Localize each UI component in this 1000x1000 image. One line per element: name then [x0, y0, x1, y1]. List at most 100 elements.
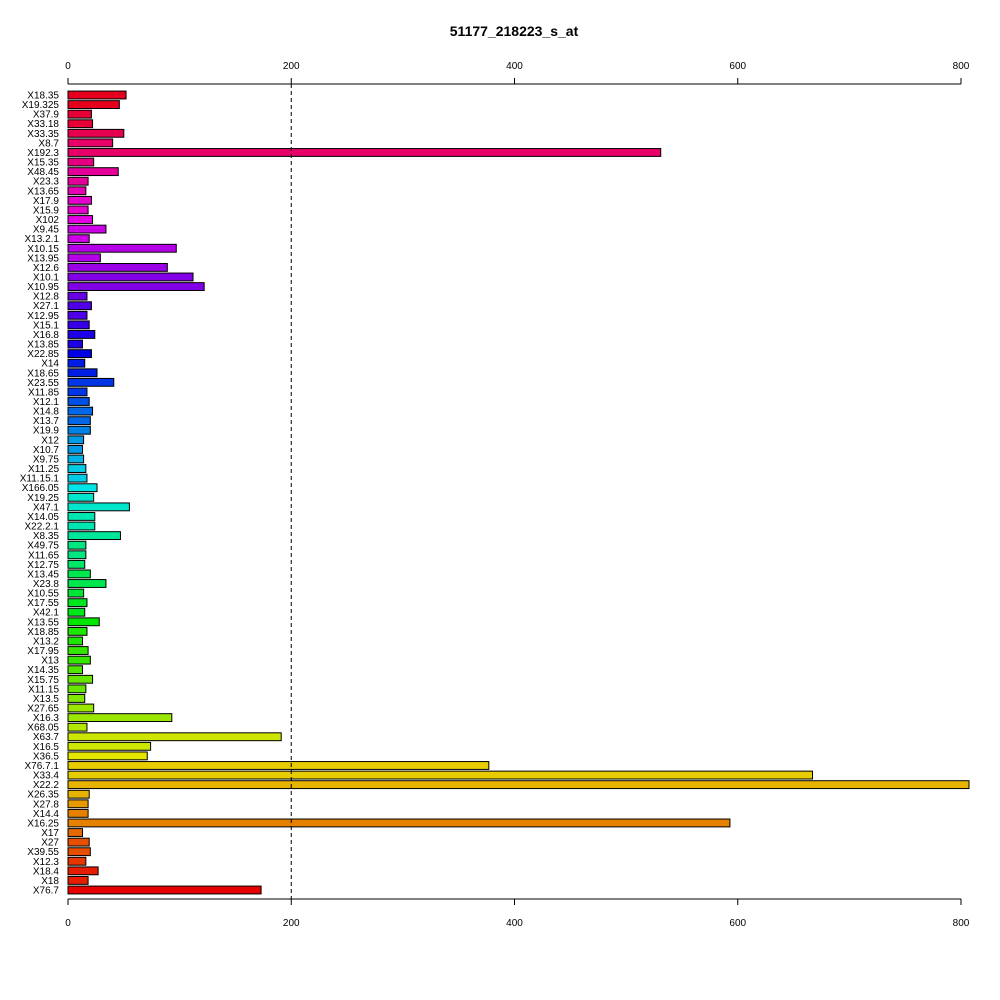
category-label: X19.9 [33, 426, 60, 437]
top-x-axis: 0 200 400 600 800 [65, 61, 970, 85]
category-label: X19.325 [22, 100, 60, 111]
top-tick-label: 800 [953, 61, 970, 72]
category-label: X13.2.1 [25, 234, 60, 245]
category-label: X18 [41, 876, 59, 887]
category-label: X12.6 [33, 263, 60, 274]
category-label: X68.05 [27, 723, 59, 734]
category-label: X19.25 [27, 493, 59, 504]
bar [67, 253, 101, 263]
category-label: X14.35 [27, 665, 59, 676]
category-label: X11.85 [28, 387, 59, 398]
bar [67, 550, 87, 560]
category-label: X11.65 [28, 550, 59, 561]
bar [67, 387, 88, 397]
bar [67, 234, 90, 244]
bar [67, 425, 91, 435]
category-label: X14 [41, 359, 59, 370]
bar [67, 732, 282, 742]
bar [67, 406, 94, 416]
bar [67, 579, 107, 588]
bar [67, 100, 120, 110]
top-tick-label: 400 [506, 61, 523, 72]
bar [67, 301, 92, 311]
bar [67, 636, 84, 646]
bar [67, 148, 662, 157]
category-label: X8.35 [33, 531, 60, 542]
bar [67, 128, 125, 138]
bar [67, 186, 87, 196]
category-label: X22.85 [27, 349, 59, 360]
category-label: X17.55 [27, 598, 59, 609]
bar [67, 856, 87, 866]
category-label: X33.35 [27, 129, 59, 140]
bar [67, 837, 90, 847]
bar [67, 713, 173, 723]
bottom-x-axis: 0 200 400 600 800 [65, 898, 970, 929]
bar [67, 875, 89, 885]
bar [67, 435, 85, 445]
category-label: X10.15 [27, 244, 59, 255]
bars-group [67, 90, 970, 895]
category-label: X76.7.1 [25, 761, 60, 772]
top-tick-label: 0 [65, 61, 71, 72]
category-labels: X18.35X19.325X37.9X33.18X33.35X8.7X192.3… [20, 91, 60, 897]
bar [67, 521, 96, 531]
category-label: X10.95 [27, 282, 59, 293]
category-label: X16.25 [27, 818, 59, 829]
bar [67, 761, 490, 770]
bar [67, 694, 86, 703]
category-label: X14.8 [33, 407, 60, 418]
bar [67, 531, 121, 541]
bar [67, 751, 148, 761]
bottom-tick-label: 600 [729, 918, 746, 929]
bar [67, 684, 87, 694]
category-label: X12.8 [33, 292, 60, 303]
bar [67, 157, 95, 167]
bar [67, 272, 194, 282]
category-label: X42.1 [33, 608, 60, 619]
category-label: X12.1 [33, 397, 60, 408]
category-label: X12 [41, 435, 59, 446]
bar [67, 483, 98, 493]
category-label: X27.8 [33, 799, 60, 810]
bar [67, 674, 94, 684]
category-label: X36.5 [33, 751, 60, 762]
bar [67, 339, 84, 349]
category-label: X12.3 [33, 857, 60, 868]
category-label: X23.8 [33, 579, 60, 590]
category-label: X9.75 [33, 454, 60, 465]
category-label: X13.95 [27, 253, 59, 264]
category-label: X39.55 [27, 847, 59, 858]
category-label: X13.7 [33, 416, 60, 427]
category-label: X17.9 [33, 196, 60, 207]
category-label: X18.85 [27, 627, 59, 638]
category-label: X15.35 [27, 158, 59, 169]
bar [67, 330, 96, 339]
category-label: X33.4 [33, 771, 60, 782]
bar [67, 416, 91, 426]
category-label: X26.35 [27, 790, 59, 801]
bar [67, 559, 86, 569]
category-label: X16.5 [33, 742, 60, 753]
bar [67, 885, 262, 895]
category-label: X13.55 [27, 617, 59, 628]
bar [67, 176, 89, 186]
bar [67, 243, 177, 253]
category-label: X27.1 [33, 301, 60, 312]
bar [67, 368, 98, 378]
bottom-tick-label: 800 [953, 918, 970, 929]
bar [67, 866, 99, 876]
category-label: X17.95 [27, 646, 59, 657]
bar [67, 818, 731, 828]
bar [67, 799, 89, 809]
category-label: X63.7 [33, 732, 60, 743]
category-label: X13.65 [27, 186, 59, 197]
bottom-tick-label: 0 [65, 918, 71, 929]
bar [67, 828, 84, 837]
bar [67, 646, 89, 655]
bar [67, 770, 814, 780]
bar [67, 119, 94, 129]
bar [67, 167, 119, 177]
bar [67, 349, 92, 359]
